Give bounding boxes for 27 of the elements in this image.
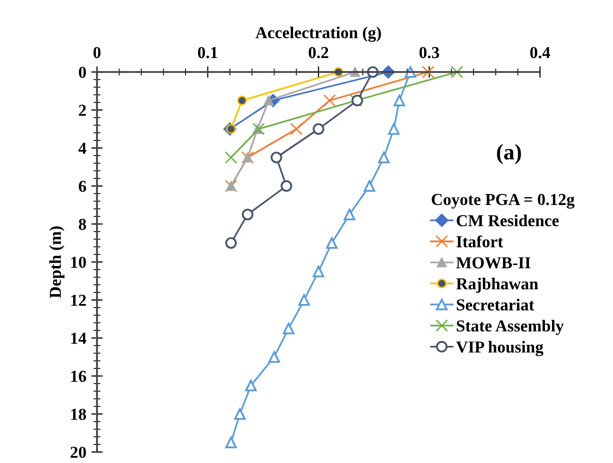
y-tick-label: 0 (78, 66, 86, 78)
y-tick-label: 8 (78, 218, 86, 230)
y-tick-label: 18 (71, 408, 86, 420)
x-tick-label: 0.4 (530, 46, 550, 58)
x-tick-label: 0.1 (198, 46, 218, 58)
x-tick-label: 0.3 (419, 46, 440, 58)
y-tick-label: 2 (78, 104, 86, 116)
x-tick-label: 0 (93, 46, 101, 58)
legend-label: State Assembly (456, 320, 564, 335)
y-tick-label: 20 (70, 446, 86, 458)
y-tick-label: 6 (78, 180, 86, 192)
y-tick-label: 10 (71, 256, 86, 268)
legend-label: Secretariat (456, 298, 534, 311)
legend-label: Itafort (456, 235, 504, 248)
legend-label: VIP housing (456, 340, 544, 356)
legend-title: Coyote PGA = 0.12g (432, 194, 575, 209)
y-tick-label: 12 (71, 294, 86, 306)
y-axis-title: Depth (m) (49, 226, 64, 298)
legend-label: CM Residence (456, 214, 559, 226)
annotation: (a) (497, 144, 521, 164)
legend-label: Rajbhawan (456, 278, 538, 293)
y-tick-label: 4 (78, 142, 86, 154)
legend-label: MOWB-II (456, 257, 530, 268)
x-tick-label: 0.2 (308, 46, 328, 58)
x-axis-title: Accelectration (g) (256, 26, 381, 42)
y-tick-label: 14 (71, 332, 86, 344)
y-tick-label: 16 (71, 370, 86, 382)
